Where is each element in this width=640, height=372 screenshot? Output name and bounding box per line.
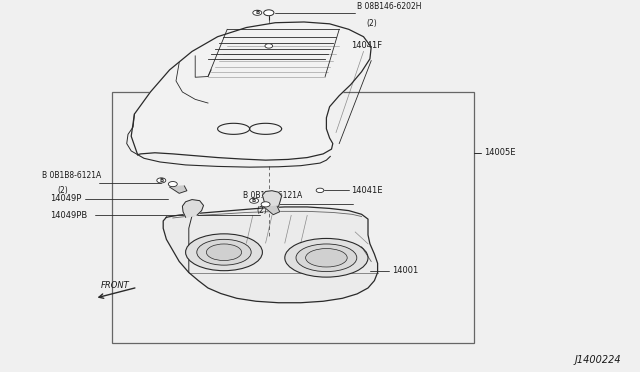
Text: 14005E: 14005E	[484, 148, 515, 157]
Circle shape	[253, 10, 262, 15]
Text: B 0B1B8-6121A: B 0B1B8-6121A	[243, 191, 303, 200]
Polygon shape	[264, 206, 280, 215]
Text: J1400224: J1400224	[574, 355, 621, 365]
Ellipse shape	[306, 248, 347, 267]
Polygon shape	[182, 199, 204, 217]
Text: 14041F: 14041F	[351, 41, 382, 51]
Polygon shape	[131, 22, 371, 160]
Text: 14041E: 14041E	[351, 186, 382, 195]
Ellipse shape	[206, 244, 242, 260]
Text: (2): (2)	[58, 186, 68, 195]
Text: B: B	[159, 178, 163, 183]
Text: B: B	[255, 10, 259, 15]
Circle shape	[261, 202, 270, 207]
Text: 14001: 14001	[392, 266, 418, 275]
Circle shape	[157, 178, 166, 183]
Text: B 08B146-6202H: B 08B146-6202H	[357, 1, 422, 10]
Circle shape	[250, 198, 259, 203]
Polygon shape	[262, 191, 282, 207]
Ellipse shape	[285, 238, 368, 277]
Circle shape	[264, 10, 274, 16]
Polygon shape	[170, 186, 187, 193]
Text: FRONT: FRONT	[101, 281, 130, 290]
Circle shape	[316, 188, 324, 193]
Text: 14049P: 14049P	[50, 194, 81, 203]
Circle shape	[265, 44, 273, 48]
Circle shape	[168, 182, 177, 187]
Ellipse shape	[186, 234, 262, 271]
Text: (2): (2)	[256, 206, 267, 215]
Ellipse shape	[296, 244, 357, 272]
Polygon shape	[163, 207, 378, 303]
Ellipse shape	[197, 239, 251, 265]
Text: B: B	[252, 198, 256, 203]
Text: B 0B1B8-6121A: B 0B1B8-6121A	[42, 171, 101, 180]
Text: (2): (2)	[366, 19, 377, 28]
Bar	[112, 92, 474, 343]
Text: 14049PB: 14049PB	[50, 211, 87, 220]
